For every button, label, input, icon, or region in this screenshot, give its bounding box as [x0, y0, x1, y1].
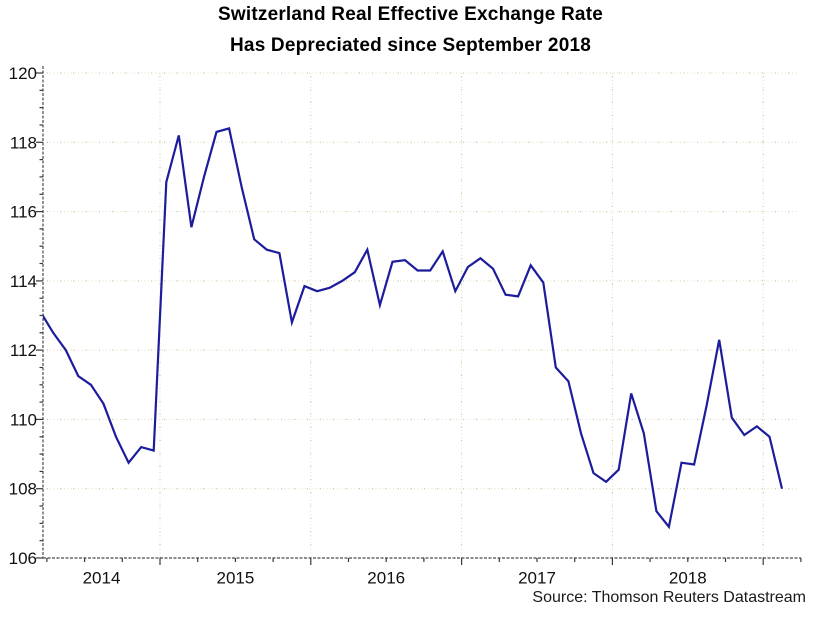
y-tick-label: 120 — [9, 64, 37, 83]
axes — [42, 66, 801, 559]
x-year-label: 2017 — [518, 569, 556, 588]
x-year-label: 2015 — [216, 569, 254, 588]
y-axis-ticks — [36, 72, 43, 559]
x-year-label: 2014 — [83, 569, 121, 588]
y-tick-label: 110 — [10, 410, 37, 429]
y-tick-label: 118 — [10, 133, 37, 152]
y-tick-label: 116 — [10, 203, 37, 222]
y-tick-label: 112 — [10, 341, 37, 360]
y-axis-labels: 106 108 110 112 114 116 118 120 — [9, 64, 37, 568]
x-axis-ticks — [46, 558, 802, 565]
y-tick-label: 108 — [9, 480, 37, 499]
x-axis-labels: 2014 2015 2016 2017 2018 — [83, 569, 707, 588]
y-tick-label: 106 — [9, 549, 37, 568]
source-note: Source: Thomson Reuters Datastream — [532, 589, 806, 606]
reer-data-line — [43, 127, 784, 530]
vertical-gridlines — [159, 73, 764, 558]
chart-title-line2: Has Depreciated since September 2018 — [230, 35, 591, 56]
chart-title-line1: Switzerland Real Effective Exchange Rate — [218, 4, 603, 25]
y-tick-label: 114 — [10, 272, 37, 291]
horizontal-gridlines — [43, 72, 797, 490]
x-year-label: 2016 — [367, 569, 405, 588]
x-year-label: 2018 — [669, 569, 707, 588]
